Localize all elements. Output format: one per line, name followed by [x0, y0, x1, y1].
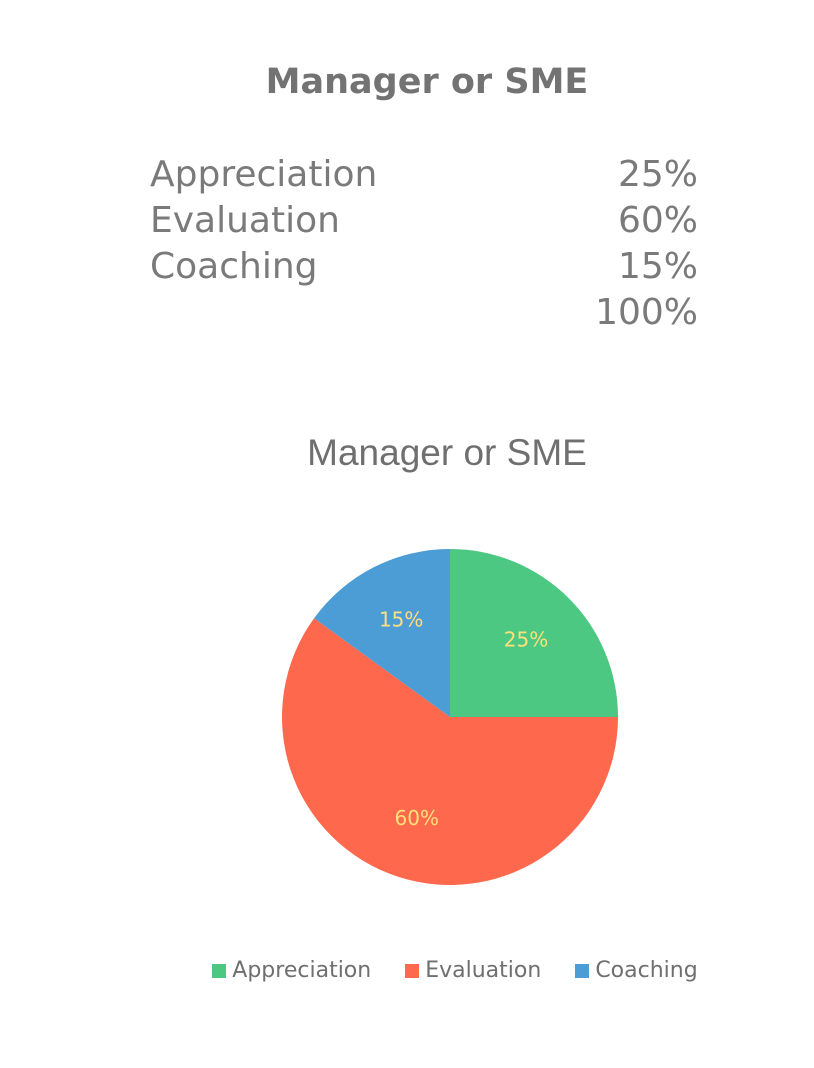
legend-swatch: [405, 963, 420, 978]
summary-table: Appreciation 25% Evaluation 60% Coaching…: [150, 152, 698, 336]
legend-label: Coaching: [595, 958, 698, 983]
legend-swatch: [575, 963, 590, 978]
chart-legend: Appreciation Evaluation Coaching: [0, 958, 814, 983]
summary-label: Coaching: [150, 246, 318, 287]
chart-title: Manager or SME: [307, 432, 587, 473]
legend-label: Evaluation: [425, 958, 542, 983]
summary-total: 100%: [595, 292, 698, 333]
legend-item-appreciation: Appreciation: [212, 958, 371, 983]
summary-label: Evaluation: [150, 200, 340, 241]
pie-slice-evaluation: [282, 618, 618, 885]
summary-value: 25%: [617, 154, 698, 195]
summary-value: 60%: [617, 200, 698, 241]
legend-item-coaching: Coaching: [575, 958, 698, 983]
summary-row: Evaluation 60%: [150, 198, 698, 244]
summary-label: Appreciation: [150, 154, 378, 195]
pie-data-label: 15%: [379, 608, 423, 632]
summary-value: 15%: [617, 246, 698, 287]
legend-label: Appreciation: [232, 958, 372, 983]
legend-item-evaluation: Evaluation: [405, 958, 541, 983]
pie-data-label: 25%: [504, 627, 548, 651]
summary-total-row: 100%: [150, 290, 698, 336]
summary-row: Coaching 15%: [150, 244, 698, 290]
summary-row: Appreciation 25%: [150, 152, 698, 198]
page-title: Manager or SME: [265, 62, 589, 102]
pie-data-label: 60%: [395, 806, 439, 830]
legend-swatch: [212, 963, 227, 978]
pie-slice-appreciation: [450, 549, 618, 717]
pie-slice-coaching: [314, 549, 450, 717]
